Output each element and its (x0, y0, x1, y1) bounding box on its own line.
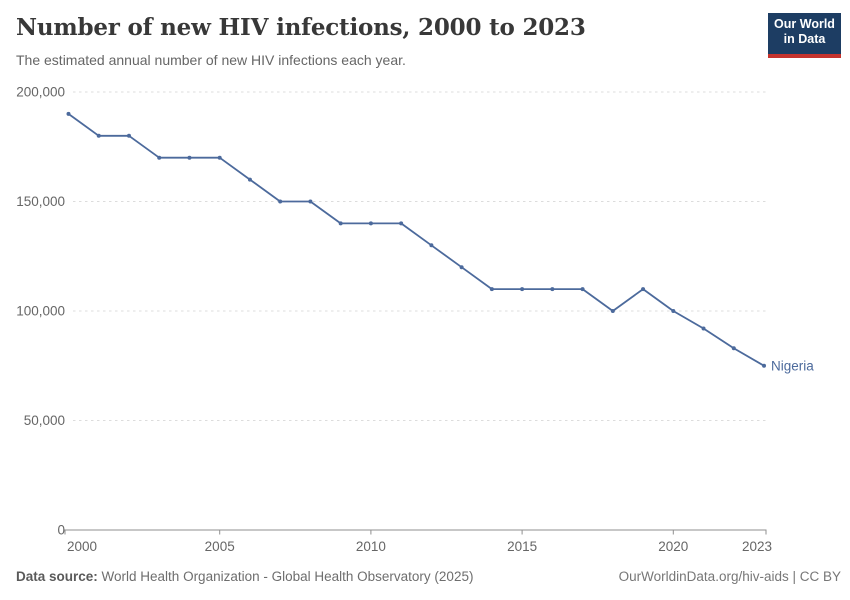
y-tick-label: 0 (57, 523, 65, 538)
data-point[interactable] (126, 133, 131, 138)
y-tick-label: 50,000 (24, 413, 65, 428)
data-point[interactable] (641, 287, 646, 292)
data-point[interactable] (671, 309, 676, 313)
data-point[interactable] (489, 287, 494, 292)
owid-citation-link[interactable]: OurWorldinData.org/hiv-aids | CC BY (618, 569, 841, 584)
y-tick-label: 150,000 (16, 194, 65, 209)
y-tick-label: 100,000 (16, 304, 65, 319)
x-tick-label: 2023 (742, 539, 772, 554)
data-point[interactable] (308, 199, 313, 204)
data-point[interactable] (731, 346, 736, 351)
owid-logo-line1: Our World (774, 17, 835, 31)
data-point[interactable] (368, 221, 373, 226)
data-point[interactable] (66, 111, 71, 116)
data-point[interactable] (580, 287, 585, 292)
x-axis-line (64, 529, 767, 535)
x-axis-labels: 2000 2005 2010 2015 2020 2023 (67, 539, 772, 554)
data-point[interactable] (247, 177, 252, 182)
data-point[interactable] (278, 199, 283, 204)
entity-label[interactable]: Nigeria (771, 358, 814, 373)
data-point[interactable] (520, 287, 525, 292)
chart-subtitle: The estimated annual number of new HIV i… (16, 52, 406, 68)
y-tick-label: 200,000 (16, 85, 65, 100)
data-source-note: Data source: World Health Organization -… (16, 569, 473, 584)
x-tick-label: 2005 (205, 539, 235, 554)
x-axis-ticks (219, 530, 674, 535)
data-points (66, 111, 767, 368)
data-point[interactable] (701, 326, 706, 331)
data-point[interactable] (459, 265, 464, 270)
data-line (67, 113, 765, 367)
data-point[interactable] (96, 133, 101, 138)
data-point[interactable] (762, 363, 767, 368)
x-tick-label: 2010 (356, 539, 386, 554)
data-source-label: Data source: (16, 569, 98, 584)
data-point[interactable] (550, 287, 555, 292)
data-point[interactable] (157, 155, 162, 160)
owid-logo[interactable]: Our World in Data (768, 13, 841, 58)
x-tick-label: 2020 (658, 539, 688, 554)
y-axis-labels: 0 50,000 100,000 150,000 200,000 (16, 85, 65, 538)
y-gridlines (73, 91, 766, 421)
data-point[interactable] (399, 221, 404, 226)
data-point[interactable] (187, 155, 192, 160)
data-point[interactable] (429, 243, 434, 248)
data-point[interactable] (338, 221, 343, 226)
data-source-text: World Health Organization - Global Healt… (97, 569, 474, 584)
data-point[interactable] (610, 309, 615, 313)
x-tick-label: 2000 (67, 539, 97, 554)
owid-logo-line2: in Data (783, 32, 826, 46)
x-tick-label: 2015 (507, 539, 537, 554)
data-point[interactable] (217, 155, 222, 160)
chart-title: Number of new HIV infections, 2000 to 20… (16, 14, 586, 41)
chart-footer: Data source: World Health Organization -… (16, 569, 841, 584)
